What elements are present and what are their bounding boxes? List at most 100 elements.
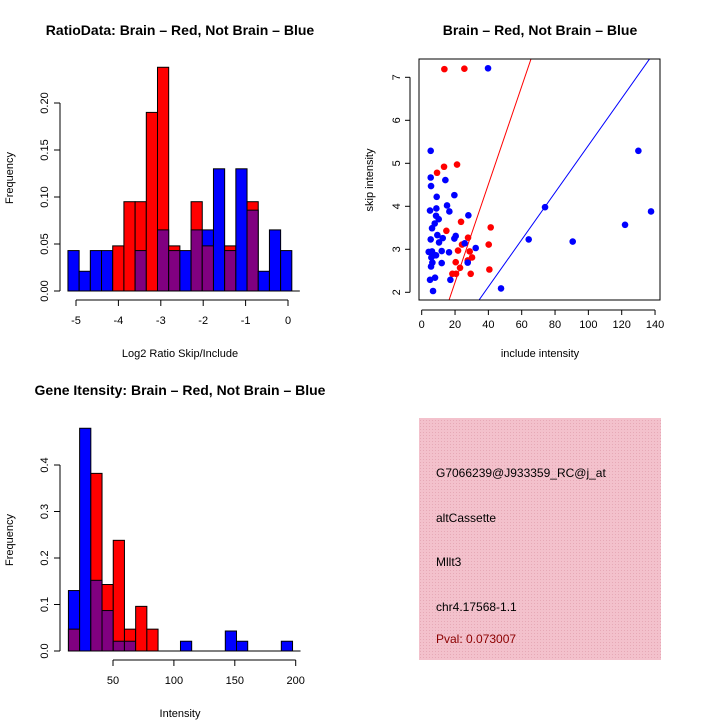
scatter-x-tick-label: 60	[516, 319, 528, 331]
scatter-y-tick-label: 6	[391, 117, 403, 123]
scatter-frame	[418, 58, 661, 301]
red-point	[466, 248, 474, 255]
ratio-bar	[268, 229, 282, 292]
intensity-bar	[135, 605, 148, 652]
ratio-bar	[212, 168, 226, 292]
ratio-x-tick-label: -4	[114, 315, 124, 327]
red-point	[433, 169, 441, 177]
ratio-histogram-ylabel: Frequency	[4, 152, 16, 204]
intensity-overlap-bar	[112, 640, 125, 652]
ratio-x-tick-label: -2	[198, 315, 208, 327]
ratio-x-tick-label: 0	[285, 315, 291, 327]
intensity-overlap-bar	[101, 610, 114, 652]
blue-point	[433, 193, 441, 201]
blue-point	[438, 259, 446, 267]
ratio-y-tick-label: 0.20	[39, 92, 51, 113]
ratio-x-tick-label: -3	[156, 315, 166, 327]
blue-point	[635, 147, 642, 155]
blue-point	[647, 208, 655, 215]
scatter-x-tick-label: 80	[549, 319, 561, 331]
red-point	[464, 234, 472, 241]
blue-point	[431, 274, 439, 281]
red-point	[453, 161, 461, 168]
blue-point	[439, 234, 447, 242]
ratio-overlap-bar	[134, 250, 147, 292]
intensity-y-tick-label: 0.2	[39, 550, 51, 565]
ratio-bar	[67, 250, 80, 292]
blue-point	[427, 263, 435, 270]
scatter-ylabel: skip intensity	[364, 148, 376, 211]
ratio-bar	[123, 201, 136, 292]
ratio-bar	[280, 250, 293, 292]
blue-point	[427, 174, 435, 181]
blue-point	[447, 276, 454, 284]
intensity-bar	[112, 539, 125, 652]
ratio-x-tick-label: -5	[71, 315, 81, 327]
intensity-scatter: Brain – Red, Not Brain – Blue include in…	[364, 22, 664, 360]
blue-regression-line	[478, 59, 651, 300]
ratio-bar	[112, 245, 125, 292]
scatter-x-tick-label: 100	[579, 319, 597, 331]
intensity-y-tick-label: 0.1	[39, 597, 51, 612]
intensity-overlap-bar	[90, 579, 103, 652]
intensity-y-tick-label: 0.0	[39, 643, 51, 658]
blue-point	[472, 244, 480, 252]
scatter-x-tick-label: 40	[482, 319, 494, 331]
red-point	[452, 258, 460, 266]
scatter-y-tick-label: 7	[391, 74, 403, 80]
blue-point	[429, 287, 437, 295]
ratio-bar	[78, 270, 91, 292]
ratio-x-tick-label: -1	[241, 315, 251, 327]
blue-point	[541, 203, 549, 211]
red-point	[467, 270, 475, 278]
scatter-y-tick-label: 4	[391, 203, 403, 209]
intensity-bar	[79, 427, 92, 652]
scatter-x-tick-label: 140	[646, 319, 664, 331]
blue-point	[445, 249, 453, 256]
blue-point	[428, 224, 436, 232]
blue-point	[427, 147, 435, 155]
gene-intensity-ylabel: Frequency	[4, 514, 16, 566]
blue-point	[426, 276, 434, 284]
blue-point	[525, 236, 533, 243]
ratio-histogram: RatioData: Brain – Red, Not Brain – Blue…	[4, 22, 314, 360]
intensity-x-tick-label: 100	[165, 675, 183, 687]
scatter-y-tick-label: 5	[391, 160, 403, 166]
blue-point	[442, 176, 449, 184]
intensity-y-tick-label: 0.3	[39, 504, 51, 519]
intensity-overlap-bar	[67, 628, 81, 652]
blue-point	[427, 236, 435, 243]
gene-name: Mllt3	[436, 555, 462, 569]
blue-point	[430, 251, 438, 259]
blue-point	[427, 182, 435, 190]
red-point	[456, 264, 464, 272]
scatter-y-tick-label: 3	[391, 246, 403, 252]
blue-point	[465, 212, 472, 219]
red-point	[485, 241, 493, 248]
ratio-bar	[101, 250, 114, 292]
intensity-x-tick-label: 200	[287, 675, 305, 687]
info-panel: G7066239@J933359_RC@j_at altCassette Mll…	[419, 418, 661, 660]
gene-intensity-histogram: Gene Itensity: Brain – Red, Not Brain – …	[4, 382, 326, 720]
red-point	[461, 65, 468, 72]
blue-point	[434, 231, 441, 239]
scatter-x-tick-label: 0	[419, 319, 425, 331]
intensity-bar	[236, 640, 249, 652]
ratio-overlap-bar	[246, 209, 259, 292]
event-type: altCassette	[436, 511, 496, 525]
info-panel-background	[419, 418, 661, 660]
intensity-bar	[146, 628, 159, 652]
ratio-overlap-bar	[156, 229, 170, 292]
ratio-overlap-bar	[201, 245, 214, 292]
ratio-overlap-bar	[190, 229, 203, 292]
blue-point	[438, 247, 446, 255]
blue-point	[497, 285, 505, 292]
blue-point	[446, 208, 453, 215]
ratio-bar	[235, 168, 248, 292]
intensity-x-tick-label: 50	[107, 675, 119, 687]
ratio-bar	[145, 111, 158, 292]
intensity-bar	[280, 640, 294, 652]
scatter-title: Brain – Red, Not Brain – Blue	[443, 22, 638, 38]
intensity-bar	[224, 630, 238, 652]
blue-point	[435, 239, 443, 246]
